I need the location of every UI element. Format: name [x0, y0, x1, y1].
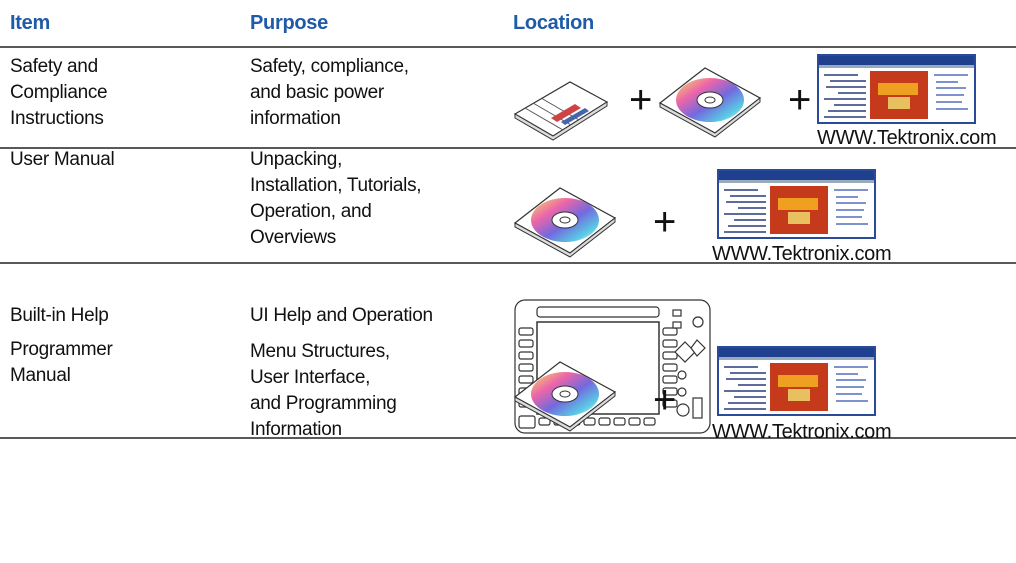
item: Instructions [10, 108, 104, 129]
purpose: UI Help and Operation [250, 305, 433, 326]
purpose: Information [250, 419, 342, 440]
plus: + [629, 78, 653, 122]
purpose: Menu Structures, [250, 341, 390, 362]
website-icon [717, 346, 876, 416]
row-separators [0, 46, 1016, 439]
purpose: Overviews [250, 227, 336, 248]
website-icon [717, 169, 876, 239]
cd-icon [659, 67, 761, 138]
purpose: and Programming [250, 393, 397, 414]
item: Built-in Help [10, 305, 109, 326]
purpose: Installation, Tutorials, [250, 175, 422, 196]
purpose: information [250, 108, 341, 129]
url: WWW.Tektronix.com [712, 421, 892, 443]
header-purpose: Purpose [250, 12, 328, 34]
item: Programmer [10, 339, 113, 360]
purpose: Unpacking, [250, 149, 343, 170]
purpose: Operation, and [250, 201, 372, 222]
purpose: Safety, compliance, [250, 56, 409, 77]
purpose: User Interface, [250, 367, 371, 388]
header-item: Item [10, 12, 50, 34]
website-icon [817, 54, 976, 124]
header-location: Location [513, 12, 594, 34]
item: User Manual [10, 149, 115, 170]
plus: + [653, 378, 677, 422]
item: Safety and [10, 56, 98, 77]
plus: + [788, 78, 812, 122]
url: WWW.Tektronix.com [712, 243, 892, 265]
purpose: and basic power [250, 82, 384, 103]
plus: + [653, 200, 677, 244]
item: Compliance [10, 82, 108, 103]
item: Manual [10, 365, 71, 386]
booklet-icon [513, 81, 609, 141]
url: WWW.Tektronix.com [817, 127, 997, 149]
cd-icon [514, 187, 616, 258]
